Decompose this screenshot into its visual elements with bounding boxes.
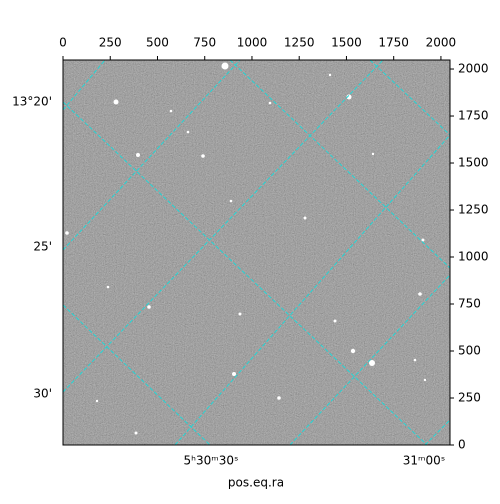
x-tick-label: 1250	[284, 36, 315, 50]
x-axis-label: pos.eq.ra	[228, 476, 284, 490]
x-tick-label: 1500	[331, 36, 362, 50]
y-tick-label: 1750	[458, 109, 489, 123]
x-tick-label: 500	[146, 36, 169, 50]
y-tick-label: 250	[458, 391, 481, 405]
y-tick-label: 2000	[458, 62, 489, 76]
dec-label: 25'	[33, 240, 52, 254]
ra-label: 5ʰ30ᵐ30ˢ	[184, 454, 239, 468]
x-tick-label: 1750	[378, 36, 409, 50]
y-tick-label: 1500	[458, 156, 489, 170]
y-tick-label: 0	[458, 438, 466, 452]
x-tick-label: 1000	[237, 36, 268, 50]
plot-frame	[62, 59, 451, 446]
x-tick-label: 2000	[426, 36, 457, 50]
dec-label: 13°20'	[12, 95, 52, 109]
y-tick-label: 500	[458, 344, 481, 358]
y-tick-label: 1000	[458, 250, 489, 264]
dec-label: 30'	[33, 387, 52, 401]
y-tick-label: 750	[458, 297, 481, 311]
image	[62, 59, 451, 446]
y-tick-label: 1250	[458, 203, 489, 217]
ra-label: 31ᵐ00ˢ	[403, 454, 446, 468]
x-tick-label: 0	[59, 36, 67, 50]
x-tick-label: 250	[99, 36, 122, 50]
x-tick-label: 750	[193, 36, 216, 50]
